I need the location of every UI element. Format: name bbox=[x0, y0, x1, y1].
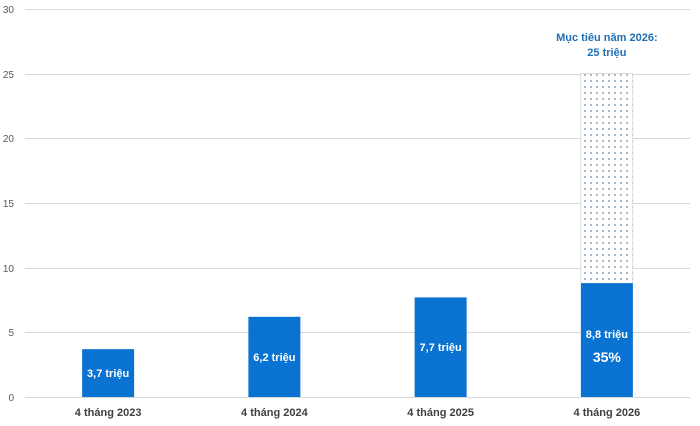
bar bbox=[580, 283, 633, 397]
bar bbox=[82, 349, 135, 397]
target-label-line2: 25 triệu bbox=[587, 47, 626, 59]
y-tick-label: 30 bbox=[3, 5, 15, 16]
gridlines bbox=[25, 9, 690, 398]
x-tick-label: 4 tháng 2023 bbox=[75, 407, 142, 419]
data-label: 8,8 triệu bbox=[586, 329, 628, 341]
target-bar-segment bbox=[580, 73, 634, 284]
y-tick-label: 20 bbox=[3, 134, 15, 145]
y-tick-label: 10 bbox=[3, 264, 15, 275]
bar bbox=[248, 316, 301, 397]
bar bbox=[414, 297, 467, 397]
target-label-line1: Mục tiêu năm 2026: bbox=[556, 32, 657, 44]
labels: 3,7 triệu 4 tháng 2023 6,2 triệu 4 tháng 20… bbox=[75, 32, 658, 419]
bars bbox=[82, 73, 634, 397]
y-axis: 0 5 10 15 20 25 30 bbox=[3, 5, 15, 404]
data-label: 3,7 triệu bbox=[87, 368, 129, 380]
x-tick-label: 4 tháng 2025 bbox=[407, 407, 474, 419]
y-tick-label: 15 bbox=[3, 199, 15, 210]
y-tick-label: 25 bbox=[3, 70, 15, 81]
y-tick-label: 0 bbox=[8, 393, 14, 404]
data-label: 6,2 triệu bbox=[253, 352, 295, 364]
x-tick-label: 4 tháng 2024 bbox=[241, 407, 309, 419]
x-tick-label: 4 tháng 2026 bbox=[574, 407, 641, 419]
percent-label: 35% bbox=[593, 349, 622, 365]
y-tick-label: 5 bbox=[8, 328, 14, 339]
data-label: 7,7 triệu bbox=[420, 342, 462, 354]
